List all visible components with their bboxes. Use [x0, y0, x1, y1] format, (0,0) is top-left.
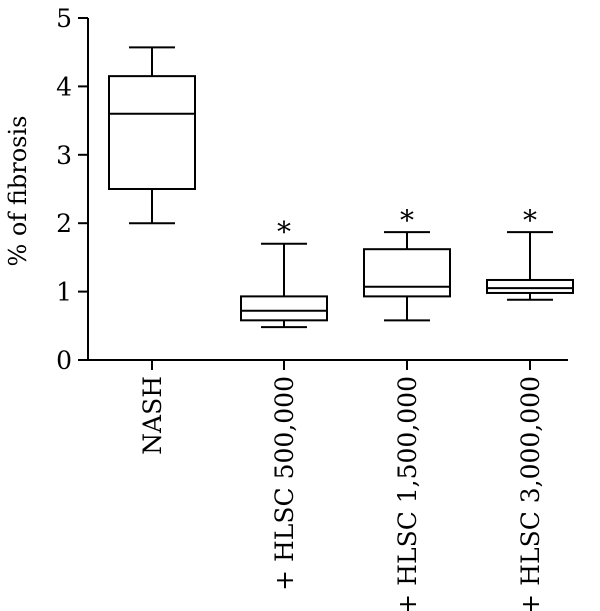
significance-marker: * — [523, 204, 537, 237]
x-category-label: + HLSC 1,500,000 — [393, 376, 422, 611]
iqr-box — [363, 248, 451, 298]
y-tick-label: 5 — [56, 4, 72, 33]
y-tick-label: 0 — [56, 346, 72, 375]
box-3: * — [363, 204, 451, 322]
y-axis: 0 1 2 3 4 5 — [56, 4, 89, 375]
x-category-label: NASH — [138, 376, 167, 455]
y-axis-label: % of fibrosis — [4, 116, 32, 267]
box-2: * — [240, 216, 328, 329]
x-axis: NASH + HLSC 500,000 + HLSC 1,500,000 + HLSC… — [88, 359, 568, 611]
x-category-label: + HLSC 3,000,000 — [516, 376, 545, 611]
y-tick-label: 3 — [56, 141, 72, 170]
iqr-box — [108, 75, 196, 190]
y-tick-label: 1 — [56, 278, 72, 307]
boxes: * * * — [108, 46, 574, 329]
significance-marker: * — [277, 216, 291, 249]
iqr-box — [240, 295, 328, 322]
box-1 — [108, 46, 196, 225]
significance-marker: * — [400, 204, 414, 237]
y-tick-label: 4 — [56, 72, 72, 101]
box-4: * — [486, 204, 574, 301]
iqr-box — [486, 278, 574, 294]
y-tick-label: 2 — [56, 209, 72, 238]
x-category-label: + HLSC 500,000 — [270, 376, 299, 591]
